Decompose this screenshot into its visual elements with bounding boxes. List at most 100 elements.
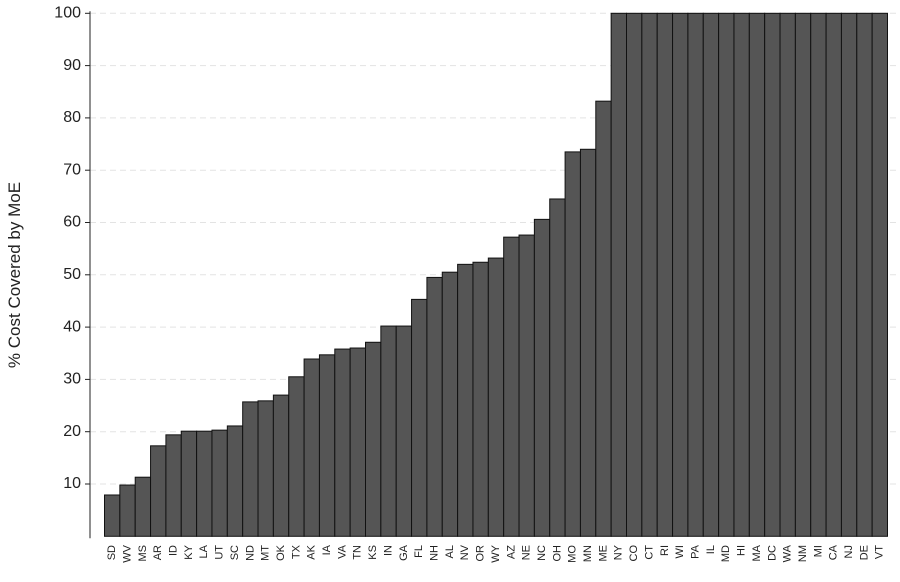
x-tick-label: MS [137,545,149,562]
x-tick-label: MO [567,545,579,563]
bar [656,12,674,537]
x-tick-label: HI [736,545,748,556]
bar [856,12,873,537]
x-tick-label: NE [521,545,533,560]
y-tick-label: 90 [63,57,81,74]
y-tick-label: 50 [63,266,81,283]
y-tick-label: 20 [63,423,81,440]
bar [579,148,597,537]
x-tick-label: MD [720,545,732,562]
y-tick-label: 10 [63,475,81,492]
bar [395,325,413,537]
x-tick-label: WV [121,544,133,562]
x-tick-label: RI [659,545,671,556]
x-tick-label: KY [183,544,195,559]
x-tick-label: MT [260,545,272,561]
x-tick-label: MA [751,544,763,561]
x-tick-label: IN [382,545,394,556]
bar [764,12,781,537]
bar [134,476,152,537]
bar [180,430,198,537]
bar [718,12,735,537]
x-tick-label: CT [643,545,655,560]
x-tick-label: SD [106,545,118,560]
x-tick-label: UT [214,545,226,560]
x-tick-label: TX [290,544,302,559]
bar [165,434,182,537]
x-tick-label: FL [413,545,425,558]
bar [380,325,397,537]
y-tick-label: 60 [63,214,81,231]
bar [288,376,305,537]
bar [441,271,459,537]
x-tick-label: NJ [843,545,855,558]
x-tick-label: AR [152,545,164,560]
x-tick-label: IA [321,544,333,555]
x-tick-label: WI [674,545,686,558]
bar [226,425,244,537]
x-tick-label: IL [705,545,717,554]
bar [318,354,336,537]
bar [641,12,658,537]
bar [104,494,121,537]
y-tick-label: 40 [63,318,81,335]
x-tick-label: NM [797,545,809,562]
x-tick-label: PA [689,544,701,559]
x-tick-label: AZ [505,545,517,559]
x-tick-label: DE [858,545,870,560]
x-tick-label: KS [367,545,379,560]
x-tick-label: NH [428,545,440,561]
bar [533,218,551,537]
bar [426,276,443,537]
x-tick-label: NC [536,545,548,561]
bar [564,151,581,537]
bar [549,198,566,537]
bar [518,234,535,537]
x-tick-label: NV [459,544,471,560]
bar [779,12,796,537]
bar [196,430,213,537]
x-tick-label: AK [306,544,318,559]
x-tick-label: OK [275,544,287,561]
x-tick-label: MI [812,545,824,557]
bar [595,100,612,537]
x-tick-label: DC [766,545,778,561]
bar [687,12,704,537]
x-tick-label: ID [167,545,179,556]
x-tick-label: GA [398,544,410,561]
bar [472,261,489,537]
bar [242,401,259,537]
x-tick-label: WA [782,544,794,562]
y-tick-label: 100 [54,5,81,22]
bar [365,341,382,537]
y-tick-label: 70 [63,161,81,178]
x-tick-label: TN [352,545,364,560]
bar [503,236,520,537]
x-tick-label: VA [336,544,348,559]
bar [810,12,827,537]
x-tick-label: NY [613,544,625,560]
bar [794,12,812,537]
bar [119,484,136,537]
x-tick-label: OR [475,545,487,562]
x-tick-label: ND [244,545,256,561]
x-tick-label: VT [874,545,886,559]
bar [334,348,351,537]
x-tick-label: ME [597,545,609,562]
y-tick-label: 30 [63,371,81,388]
bar [411,298,428,537]
x-tick-label: SC [229,545,241,560]
bar [840,12,858,537]
bar [825,12,842,537]
bar [272,394,290,537]
x-tick-label: CA [828,544,840,560]
bar [349,347,367,537]
x-tick-label: CO [628,545,640,562]
y-axis-label: % Cost Covered by MoE [5,182,24,368]
x-tick-label: OH [551,545,563,562]
bar [702,12,720,537]
bar [626,12,643,537]
x-tick-label: AL [444,545,456,558]
bar [303,358,320,537]
